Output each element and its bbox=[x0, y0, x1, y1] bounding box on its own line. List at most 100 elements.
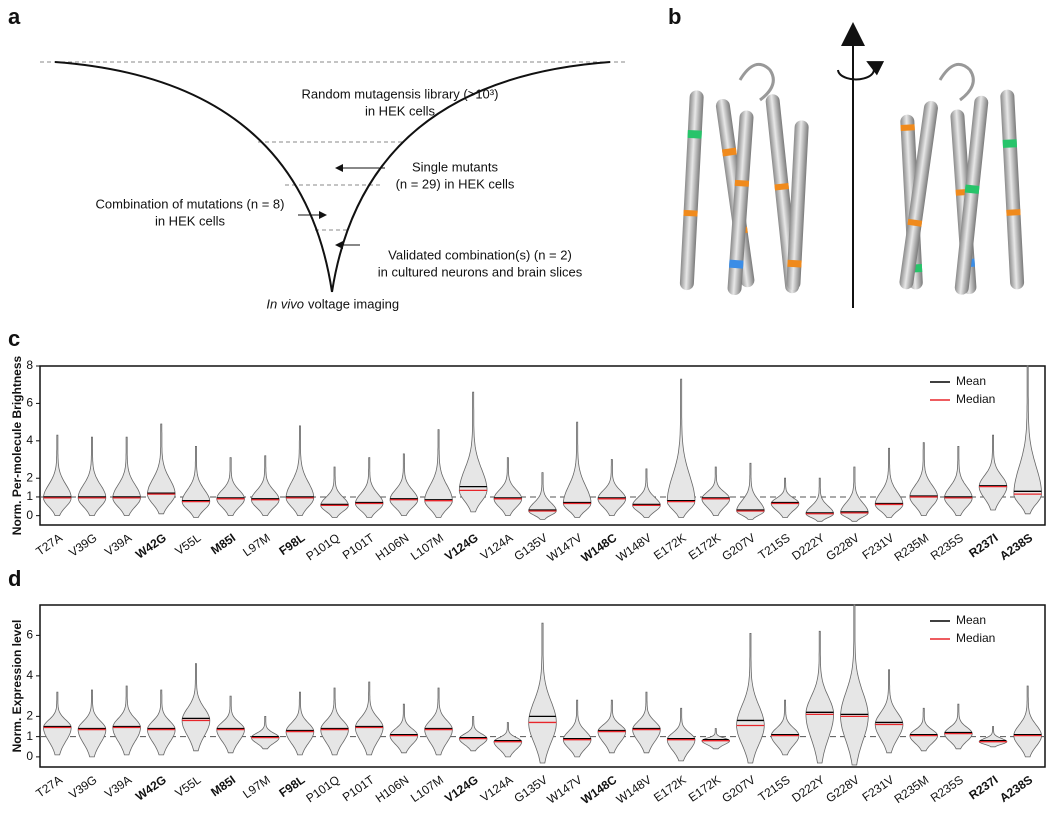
x-tick-label: G207V bbox=[719, 773, 758, 806]
x-tick-label: W148V bbox=[614, 531, 654, 565]
violin bbox=[909, 442, 939, 516]
violin bbox=[354, 681, 384, 756]
x-tick-label: T27A bbox=[33, 773, 65, 801]
x-tick-label: T215S bbox=[756, 531, 793, 563]
funnel-text: (n = 29) in HEK cells bbox=[396, 176, 515, 191]
x-tick-label: V55L bbox=[172, 530, 203, 558]
violin bbox=[944, 446, 973, 516]
violin bbox=[701, 728, 731, 750]
violin bbox=[944, 703, 973, 750]
x-tick-label: R237I bbox=[966, 531, 1000, 561]
x-tick-label: A238S bbox=[997, 773, 1035, 806]
x-tick-label: R235M bbox=[892, 531, 932, 565]
funnel-text: Single mutants bbox=[412, 159, 498, 174]
x-tick-label: W147V bbox=[544, 531, 584, 565]
x-tick-label: G228V bbox=[823, 531, 862, 564]
plot-frame bbox=[39, 365, 1046, 526]
x-tick-label: V124A bbox=[478, 531, 516, 563]
x-tick-label: R235S bbox=[928, 773, 966, 806]
x-tick-label: P101Q bbox=[303, 773, 342, 806]
x-tick-label: F231V bbox=[860, 531, 897, 563]
violin bbox=[389, 453, 419, 516]
y-axis-label: Norm. Per-molecule Brightness bbox=[10, 355, 24, 535]
violin bbox=[250, 455, 280, 516]
violin bbox=[632, 468, 661, 518]
violin bbox=[874, 447, 904, 518]
y-tick-label: 1 bbox=[26, 729, 33, 743]
violin bbox=[77, 689, 107, 758]
legend-label: Mean bbox=[956, 374, 986, 388]
violin bbox=[701, 466, 731, 516]
violin bbox=[840, 466, 869, 522]
x-tick-label: G135V bbox=[511, 773, 550, 806]
x-tick-label: T27A bbox=[33, 531, 65, 559]
x-tick-label: W148V bbox=[614, 773, 654, 807]
violin bbox=[597, 459, 627, 516]
violin bbox=[978, 434, 1008, 511]
x-tick-label: F98L bbox=[276, 773, 307, 801]
x-tick-label: W42G bbox=[133, 773, 169, 804]
violin bbox=[632, 691, 661, 754]
x-tick-label: F98L bbox=[276, 531, 307, 559]
violin bbox=[147, 689, 176, 756]
x-tick-label: M85I bbox=[208, 531, 238, 558]
funnel-text: Combination of mutations (n = 8) bbox=[96, 196, 285, 211]
x-tick-label: R235S bbox=[928, 531, 966, 564]
violin bbox=[493, 722, 523, 758]
x-tick-label: V39G bbox=[66, 773, 99, 802]
x-tick-label: V124G bbox=[442, 773, 481, 806]
violin bbox=[112, 436, 141, 516]
violin bbox=[840, 604, 869, 766]
legend-label: Median bbox=[956, 392, 995, 406]
violin bbox=[1013, 685, 1042, 758]
violin bbox=[805, 630, 835, 764]
violin bbox=[493, 457, 523, 516]
violin bbox=[77, 436, 107, 516]
panel-label: c bbox=[8, 326, 20, 351]
legend-label: Median bbox=[956, 631, 995, 645]
y-tick-label: 4 bbox=[26, 433, 33, 447]
x-tick-label: M85I bbox=[208, 773, 238, 800]
x-tick-label: T215S bbox=[756, 773, 793, 805]
funnel-text: Random mutagensis library (>10³) bbox=[302, 86, 499, 101]
x-tick-label: G135V bbox=[511, 531, 550, 564]
x-tick-label: E172K bbox=[686, 531, 724, 563]
violin bbox=[528, 472, 557, 520]
y-tick-label: 6 bbox=[26, 628, 33, 642]
violin bbox=[43, 434, 72, 516]
violin bbox=[146, 423, 176, 515]
violin bbox=[909, 707, 939, 752]
violin bbox=[355, 457, 384, 518]
x-tick-label: F231V bbox=[860, 773, 897, 805]
protein-structure bbox=[679, 22, 1025, 308]
y-axis-label: Norm. Expression level bbox=[10, 620, 24, 753]
funnel-text: in cultured neurons and brain slices bbox=[378, 264, 583, 279]
violin bbox=[736, 633, 765, 764]
violin bbox=[1013, 365, 1042, 515]
x-tick-label: L107M bbox=[408, 531, 446, 564]
violin bbox=[181, 446, 211, 518]
x-tick-label: H106N bbox=[373, 773, 412, 806]
violin bbox=[597, 699, 627, 754]
violin bbox=[666, 378, 696, 518]
violin bbox=[562, 421, 592, 518]
funnel-text: voltage imaging bbox=[308, 296, 399, 311]
violin bbox=[320, 687, 349, 756]
y-tick-label: 4 bbox=[26, 668, 33, 682]
violin bbox=[770, 477, 800, 518]
violin bbox=[43, 691, 72, 756]
x-tick-label: W148C bbox=[579, 772, 620, 807]
violin bbox=[770, 699, 800, 756]
violin bbox=[874, 669, 904, 754]
panel-label: d bbox=[8, 566, 21, 591]
x-tick-label: P101T bbox=[340, 772, 378, 804]
x-tick-label: R237I bbox=[966, 773, 1000, 803]
x-tick-label: R235M bbox=[892, 773, 932, 807]
violin bbox=[320, 466, 349, 518]
x-tick-label: A238S bbox=[997, 531, 1035, 564]
y-tick-label: 2 bbox=[26, 709, 33, 723]
x-tick-label: V39A bbox=[102, 531, 134, 559]
x-tick-label: L97M bbox=[240, 773, 273, 802]
x-tick-label: V39G bbox=[66, 531, 99, 560]
